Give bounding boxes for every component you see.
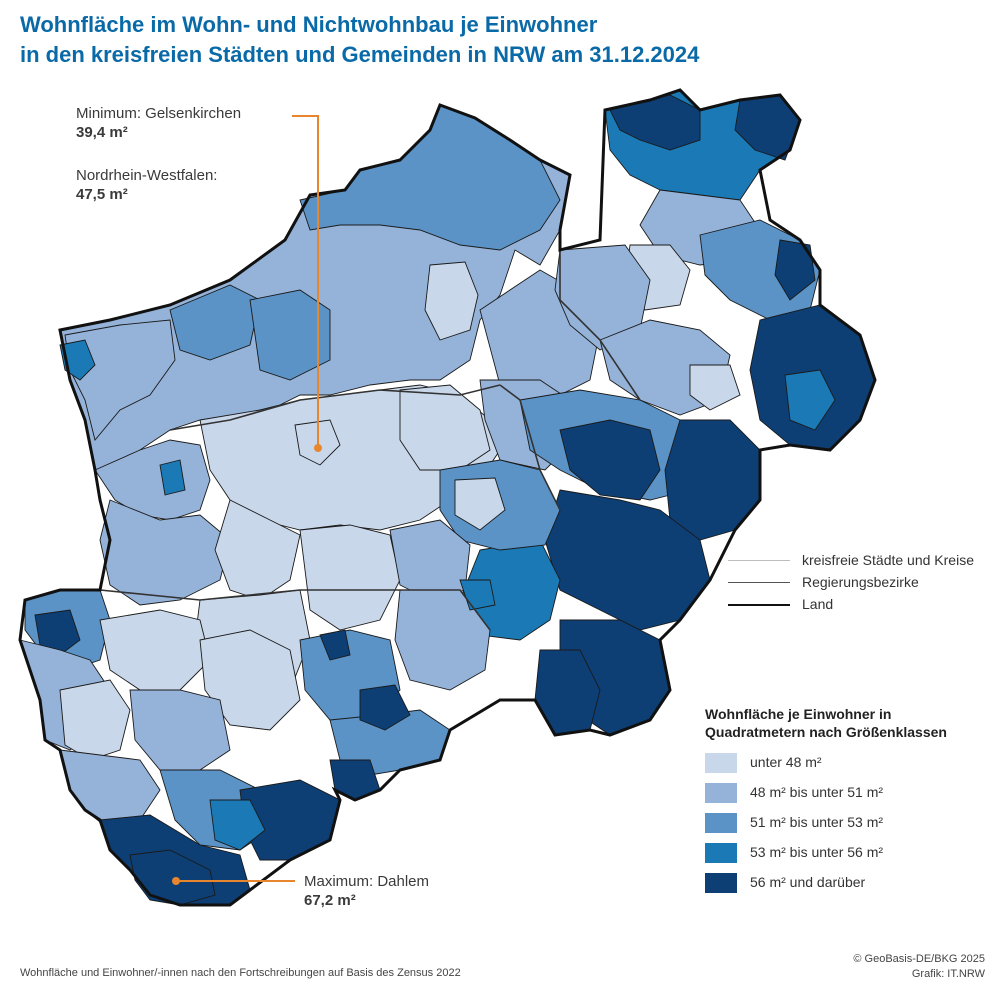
legend-item: unter 48 m² (705, 751, 947, 781)
map-title: Wohnfläche im Wohn- und Nichtwohnbau je … (20, 10, 699, 70)
land-line-swatch (728, 604, 790, 606)
region-rhein-sieg-dark (359, 684, 411, 731)
state-label: Nordrhein-Westfalen: (76, 167, 218, 184)
legend-item: 48 m² bis unter 51 m² (705, 781, 947, 811)
class-legend: Wohnfläche je Einwohner in Quadratmetern… (705, 705, 947, 901)
region-lippe-east (774, 239, 816, 301)
region-kleve-dark (159, 459, 186, 496)
regierungsbezirke-line-swatch (728, 582, 790, 583)
legend-item: 53 m² bis unter 56 m² (705, 841, 947, 871)
land-line-label: Land (802, 596, 834, 612)
gelsenkirchen-marker (314, 444, 322, 452)
region-rhein-berg-dark (319, 629, 351, 661)
state-value: 47,5 m² (76, 186, 128, 203)
legend-swatch-class-3 (705, 813, 737, 833)
minimum-label: Minimum: Gelsenkirchen (76, 105, 242, 122)
region-koln-light (199, 629, 301, 731)
legend-label-class-3: 51 m² bis unter 53 m² (750, 814, 884, 830)
maximum-callout: Maximum: Dahlem 67,2 m² (304, 872, 429, 910)
boundary-legend-row: kreisfreie Städte und Kreise (728, 549, 974, 571)
legend-title-line-1: Wohnfläche je Einwohner in (705, 706, 892, 722)
map-title-line-1: Wohnfläche im Wohn- und Nichtwohnbau je … (20, 12, 598, 37)
legend-title-line-2: Quadratmetern nach Größenklassen (705, 724, 947, 740)
boundary-legend-row: Regierungsbezirke (728, 571, 974, 593)
region-eifel-mid (209, 799, 266, 851)
legend-swatch-class-4 (705, 843, 737, 863)
region-rhein-kreis (99, 609, 211, 691)
legend-swatch-class-2 (705, 783, 737, 803)
legend-label-class-5: 56 m² und darüber (750, 874, 866, 890)
region-dahlem (129, 849, 216, 906)
minimum-value: 39,4 m² (76, 124, 128, 141)
regierungsbezirk-borders (99, 250, 641, 631)
footer-note: Wohnfläche und Einwohner/-innen nach den… (20, 967, 461, 979)
legend-item: 51 m² bis unter 53 m² (705, 811, 947, 841)
region-mk-light (454, 477, 506, 531)
legend-item: 56 m² und darüber (705, 871, 947, 901)
region-mettmann (299, 524, 401, 631)
region-paderborn-light (689, 364, 741, 411)
region-dortmund (399, 384, 491, 471)
footer-credit: Grafik: IT.NRW (911, 968, 985, 980)
footer-copyright: © GeoBasis-DE/BKG 2025 (853, 953, 985, 965)
region-duisburg (214, 499, 301, 601)
legend-title: Wohnfläche je Einwohner in Quadratmetern… (705, 705, 947, 741)
regierungsbezirke-line-label: Regierungsbezirke (802, 574, 919, 590)
legend-swatch-class-5 (705, 873, 737, 893)
region-hsk-east (664, 419, 761, 541)
region-viersen-dark (34, 609, 81, 656)
region-munster-city (424, 261, 479, 341)
legend-label-class-1: unter 48 m² (750, 754, 822, 770)
maximum-value: 67,2 m² (304, 892, 356, 909)
region-steinfurt-west (169, 284, 261, 361)
region-hsk-north (559, 419, 661, 501)
legend-label-class-4: 53 m² bis unter 56 m² (750, 844, 884, 860)
maximum-label: Maximum: Dahlem (304, 873, 430, 890)
kreise-line-label: kreisfreie Städte und Kreise (802, 552, 974, 568)
region-hoxter-inner (784, 369, 836, 431)
kreise-line-swatch (728, 560, 790, 561)
footer-credits: © GeoBasis-DE/BKG 2025 Grafik: IT.NRW (853, 952, 985, 982)
boundary-legend-row: Land (728, 593, 974, 615)
map-regions (19, 89, 876, 906)
region-coesfeld (249, 289, 331, 381)
callout-lines (176, 115, 319, 882)
dahlem-marker (172, 877, 180, 885)
land-border (18, 88, 877, 907)
region-aachen-west (59, 679, 131, 761)
legend-swatch-class-1 (705, 753, 737, 773)
minimum-callout: Minimum: Gelsenkirchen 39,4 m² (76, 104, 241, 142)
legend-label-class-2: 48 m² bis unter 51 m² (750, 784, 884, 800)
region-borken (64, 319, 176, 441)
boundary-legend: kreisfreie Städte und Kreise Regierungsb… (728, 549, 974, 615)
state-callout: Nordrhein-Westfalen: 47,5 m² (76, 166, 217, 204)
region-rhein-erft (129, 689, 231, 771)
map-title-line-2: in den kreisfreien Städten und Gemeinden… (20, 42, 700, 67)
